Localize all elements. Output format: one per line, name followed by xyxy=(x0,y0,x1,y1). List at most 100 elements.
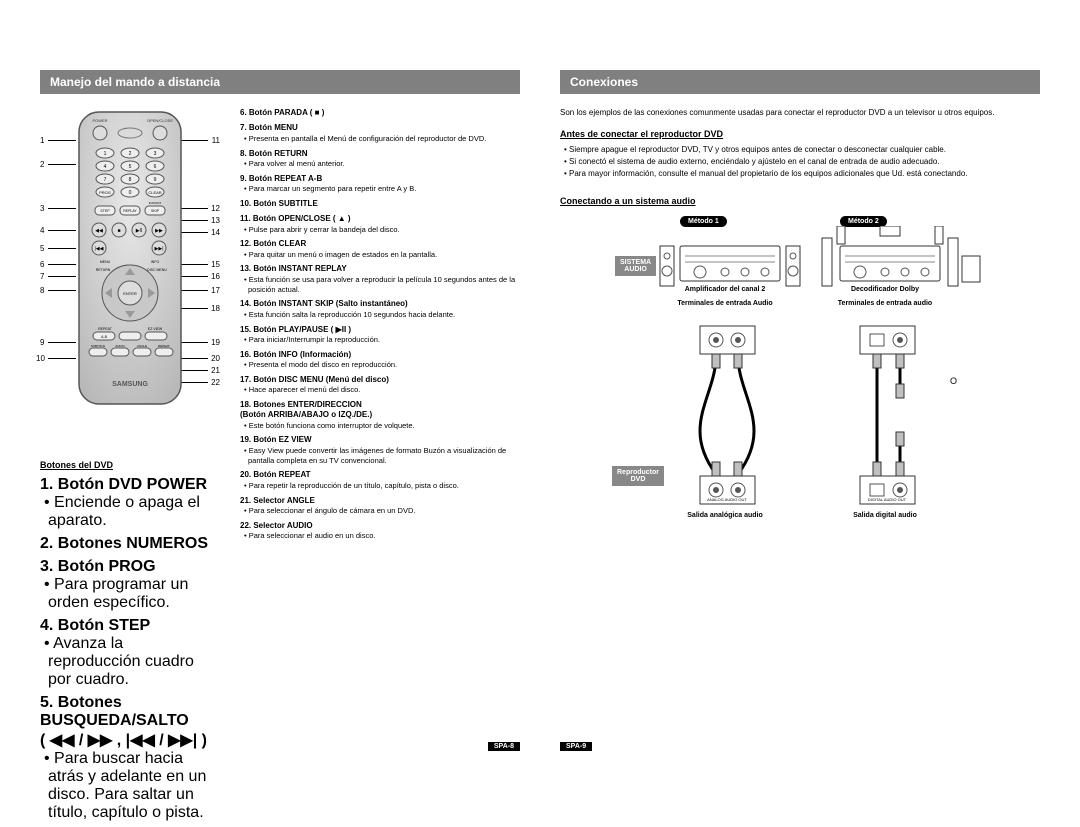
svg-text:CLEAR: CLEAR xyxy=(148,190,161,195)
svg-text:ANGLE: ANGLE xyxy=(137,344,147,348)
callout-19: 19 xyxy=(211,338,220,347)
svg-text:6: 6 xyxy=(154,164,157,170)
callout-10: 10 xyxy=(36,354,45,363)
callout-13: 13 xyxy=(211,216,220,225)
button-description: 2. Botones NUMEROS xyxy=(40,535,220,553)
left-page: Manejo del mando a distancia 1 2 3 4 5 6… xyxy=(40,70,520,723)
svg-text:5: 5 xyxy=(129,164,132,170)
button-description: 18. Botones ENTER/DIRECCION (Botón ARRIB… xyxy=(240,400,520,431)
svg-text:7: 7 xyxy=(104,177,107,183)
button-description: 6. Botón PARADA ( ■ ) xyxy=(240,108,520,118)
svg-text:1: 1 xyxy=(104,151,107,157)
svg-text:9: 9 xyxy=(154,177,157,183)
svg-text:INSTANT: INSTANT xyxy=(149,201,162,205)
button-description: 5. Botones BUSQUEDA/SALTO ( ◀◀ / ▶▶ , |◀… xyxy=(40,694,220,822)
svg-text:SUBTITLE: SUBTITLE xyxy=(91,344,105,348)
out1-caption: Salida analógica audio xyxy=(665,512,785,519)
svg-text:0: 0 xyxy=(129,190,132,196)
remote-diagram: 1 2 3 4 5 6 7 8 9 10 11 12 13 14 15 16 xyxy=(40,108,220,448)
before-connect-list: • Siempre apague el reproductor DVD, TV … xyxy=(564,145,1040,178)
svg-text:◀◀: ◀◀ xyxy=(95,228,103,234)
callout-4: 4 xyxy=(40,226,44,235)
button-description: 3. Botón PROG• Para programar un orden e… xyxy=(40,558,220,612)
svg-text:ANALOG AUDIO OUT: ANALOG AUDIO OUT xyxy=(707,497,747,502)
svg-text:|◀◀: |◀◀ xyxy=(95,246,104,252)
bullet-item: • Para mayor información, consulte el ma… xyxy=(564,169,1040,178)
callout-17: 17 xyxy=(211,286,220,295)
remote-diagram-column: 1 2 3 4 5 6 7 8 9 10 11 12 13 14 15 16 xyxy=(40,108,220,827)
callout-18: 18 xyxy=(211,304,220,313)
callout-11: 11 xyxy=(212,136,220,145)
amp1-caption: Amplificador del canal 2 xyxy=(665,286,785,293)
svg-text:A-B: A-B xyxy=(101,335,108,339)
remote-svg: POWER OPEN/CLOSE 1 2 3 4 5 6 7 xyxy=(75,108,185,408)
buttons-heading: Botones del DVD xyxy=(40,460,220,470)
reproductor-label: Reproductor DVD xyxy=(612,466,664,486)
callout-12: 12 xyxy=(211,204,220,213)
left-section-header: Manejo del mando a distancia xyxy=(40,70,520,94)
callout-14: 14 xyxy=(211,228,220,237)
callout-5: 5 xyxy=(40,244,44,253)
svg-text:▶II: ▶II xyxy=(136,228,143,234)
svg-text:SKIP: SKIP xyxy=(151,209,160,213)
button-list-b: 6. Botón PARADA ( ■ ) 7. Botón MENU• Pres… xyxy=(240,108,520,827)
audio-connect-heading: Conectando a un sistema audio xyxy=(560,196,1040,206)
term2-caption: Terminales de entrada audio xyxy=(820,300,950,307)
right-page: Conexiones Son los ejemplos de las conex… xyxy=(560,70,1040,723)
svg-text:▶▶|: ▶▶| xyxy=(155,246,164,252)
connections-intro: Son los ejemplos de las conexiones comun… xyxy=(560,108,1040,117)
svg-text:REPLAY: REPLAY xyxy=(123,209,137,213)
svg-text:POWER: POWER xyxy=(92,118,107,123)
svg-text:DIGITAL AUDIO OUT: DIGITAL AUDIO OUT xyxy=(868,497,907,502)
connection-svg: ANALOG AUDIO OUT DIGITAL AUDIO OUT xyxy=(590,226,1010,546)
callout-7: 7 xyxy=(40,272,44,281)
svg-text:STEP: STEP xyxy=(100,209,110,213)
svg-text:DISC MENU: DISC MENU xyxy=(147,268,167,272)
page-number-left: SPA-8 xyxy=(488,742,520,751)
callout-20: 20 xyxy=(211,354,220,363)
button-description: 21. Selector ANGLE• Para seleccionar el … xyxy=(240,496,520,516)
bullet-item: • Si conectó el sistema de audio externo… xyxy=(564,157,1040,166)
callout-1: 1 xyxy=(40,136,44,145)
remote-brand: SAMSUNG xyxy=(112,381,148,388)
callout-9: 9 xyxy=(40,338,44,347)
button-description: 17. Botón DISC MENU (Menú del disco)• Ha… xyxy=(240,375,520,395)
svg-text:ENTER: ENTER xyxy=(123,291,137,296)
svg-text:REPEAT: REPEAT xyxy=(158,344,170,348)
button-description: 9. Botón REPEAT A-B• Para marcar un segm… xyxy=(240,174,520,194)
svg-text:▶▶: ▶▶ xyxy=(155,228,163,234)
callout-15: 15 xyxy=(211,260,220,269)
button-description: 8. Botón RETURN• Para volver al menú ant… xyxy=(240,149,520,169)
button-description: 16. Botón INFO (Información)• Presenta e… xyxy=(240,350,520,370)
svg-text:4: 4 xyxy=(104,164,107,170)
svg-text:INFO: INFO xyxy=(151,260,160,264)
page-number-right: SPA-9 xyxy=(560,742,592,751)
button-description: 11. Botón OPEN/CLOSE ( ▲ )• Pulse para a… xyxy=(240,214,520,234)
button-description: 1. Botón DVD POWER• Enciende o apaga el … xyxy=(40,476,220,530)
right-section-header: Conexiones xyxy=(560,70,1040,94)
callout-8: 8 xyxy=(40,286,44,295)
button-description: 13. Botón INSTANT REPLAY• Esta función s… xyxy=(240,264,520,294)
button-description: 22. Selector AUDIO• Para seleccionar el … xyxy=(240,521,520,541)
callout-22: 22 xyxy=(211,378,220,387)
button-description: 15. Botón PLAY/PAUSE ( ▶II )• Para inici… xyxy=(240,325,520,345)
callout-3: 3 xyxy=(40,204,44,213)
svg-text:OPEN/CLOSE: OPEN/CLOSE xyxy=(147,118,173,123)
callout-16: 16 xyxy=(211,272,220,281)
svg-text:PROG: PROG xyxy=(99,190,111,195)
before-connect-heading: Antes de conectar el reproductor DVD xyxy=(560,129,1040,139)
svg-text:REPEAT: REPEAT xyxy=(98,327,113,331)
callout-2: 2 xyxy=(40,160,44,169)
svg-text:■: ■ xyxy=(117,228,120,234)
svg-text:AUDIO: AUDIO xyxy=(115,344,125,348)
out2-caption: Salida digital audio xyxy=(825,512,945,519)
connection-diagram: Método 1 Método 2 SISTEMA AUDIO xyxy=(560,216,1040,556)
button-description: 10. Botón SUBTITLE xyxy=(240,199,520,209)
button-description: 19. Botón EZ VIEW• Easy View puede conve… xyxy=(240,435,520,465)
svg-text:8: 8 xyxy=(129,177,132,183)
button-description: 12. Botón CLEAR• Para quitar un menú o i… xyxy=(240,239,520,259)
bullet-item: • Siempre apague el reproductor DVD, TV … xyxy=(564,145,1040,154)
button-description: 7. Botón MENU• Presenta en pantalla el M… xyxy=(240,123,520,143)
or-label: O xyxy=(950,376,957,386)
svg-text:MENU: MENU xyxy=(100,260,111,264)
